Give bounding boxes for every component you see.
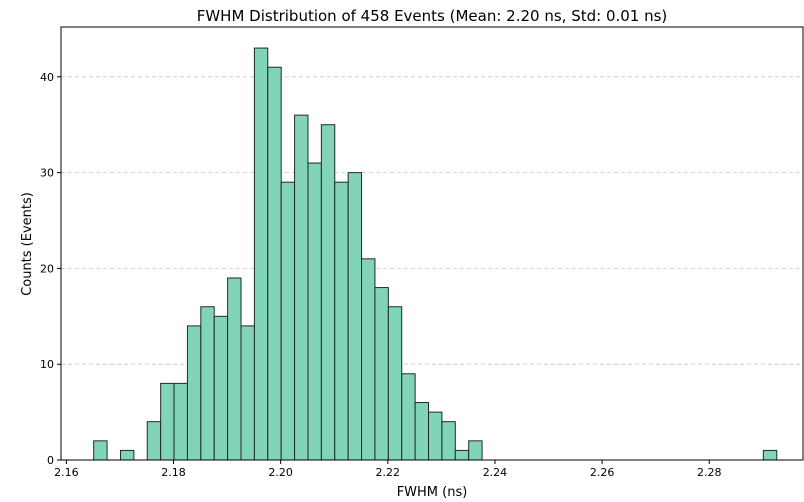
histogram-bar xyxy=(253,47,269,461)
x-tick-label: 2.18 xyxy=(161,466,186,479)
histogram-bar xyxy=(441,421,456,461)
histogram-bar xyxy=(186,325,202,461)
x-tick-label: 2.28 xyxy=(697,466,722,479)
histogram-bar xyxy=(173,382,188,461)
histogram-bar xyxy=(307,162,322,461)
histogram-bar xyxy=(227,277,242,461)
y-tick-label: 20 xyxy=(40,262,54,275)
histogram-bar xyxy=(387,306,403,461)
plot-frame xyxy=(60,26,804,461)
histogram-bar xyxy=(468,440,483,461)
gridlines xyxy=(61,76,803,365)
histogram-bar xyxy=(347,172,363,461)
histogram-bar xyxy=(294,114,309,461)
histogram-bar xyxy=(267,66,282,461)
x-tick-label: 2.16 xyxy=(54,466,79,479)
histogram-bar xyxy=(146,421,162,461)
y-tick-label: 30 xyxy=(40,167,54,180)
x-tick-label: 2.22 xyxy=(376,466,401,479)
histogram-bar xyxy=(361,258,376,461)
histogram-bar xyxy=(160,382,175,461)
x-axis-label: FWHM (ns) xyxy=(397,485,468,500)
y-tick-label: 0 xyxy=(47,454,54,467)
bars xyxy=(93,47,778,461)
histogram-bar xyxy=(93,440,108,461)
chart-title: FWHM Distribution of 458 Events (Mean: 2… xyxy=(197,7,668,25)
histogram-bar xyxy=(240,325,255,461)
x-tick-label: 2.26 xyxy=(590,466,615,479)
x-tick-label: 2.20 xyxy=(268,466,293,479)
y-tick-label: 40 xyxy=(40,71,54,84)
histogram-bar xyxy=(213,315,229,461)
y-tick-label: 10 xyxy=(40,358,54,371)
histogram-bar xyxy=(280,181,296,461)
histogram-bar xyxy=(401,373,416,461)
histogram-bar xyxy=(762,449,778,461)
histogram-bar xyxy=(200,306,215,461)
histogram-bar xyxy=(334,181,349,461)
y-axis-ticks: 0 10 20 30 40 xyxy=(40,71,61,467)
histogram-bar xyxy=(119,449,135,461)
x-tick-label: 2.24 xyxy=(483,466,508,479)
y-axis-label: Counts (Events) xyxy=(20,192,35,296)
histogram-bar xyxy=(414,402,430,461)
x-axis-ticks: 2.16 2.18 2.20 2.22 2.24 2.26 2.28 xyxy=(54,460,721,479)
histogram-bar xyxy=(320,124,336,461)
histogram-bar xyxy=(454,449,470,461)
histogram-bar xyxy=(428,411,443,461)
histogram-bar xyxy=(374,287,389,461)
